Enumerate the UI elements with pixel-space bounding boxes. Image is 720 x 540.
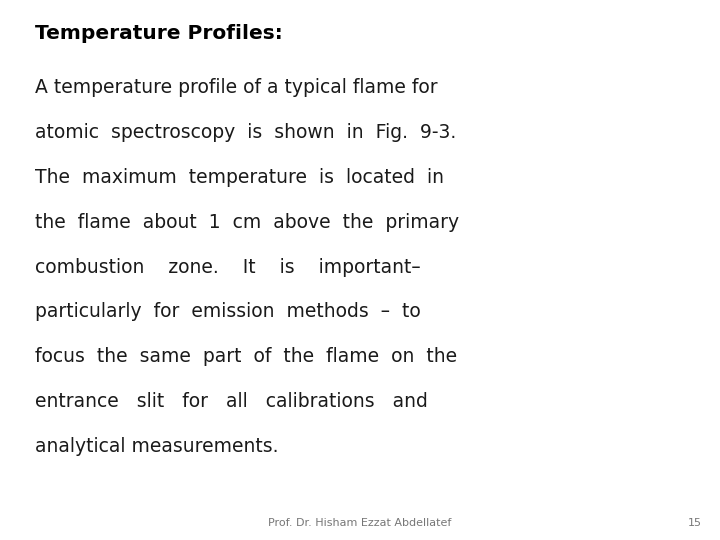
Text: analytical measurements.: analytical measurements. xyxy=(35,437,278,456)
Text: particularly  for  emission  methods  –  to: particularly for emission methods – to xyxy=(35,302,420,321)
Text: The  maximum  temperature  is  located  in: The maximum temperature is located in xyxy=(35,168,444,187)
Text: 15: 15 xyxy=(688,518,702,528)
Text: atomic  spectroscopy  is  shown  in  Fig.  9-3.: atomic spectroscopy is shown in Fig. 9-3… xyxy=(35,123,456,142)
Text: combustion    zone.    It    is    important–: combustion zone. It is important– xyxy=(35,258,420,276)
Text: A temperature profile of a typical flame for: A temperature profile of a typical flame… xyxy=(35,78,437,97)
Text: focus  the  same  part  of  the  flame  on  the: focus the same part of the flame on the xyxy=(35,347,456,366)
Text: Temperature Profiles:: Temperature Profiles: xyxy=(35,24,282,43)
Text: the  flame  about  1  cm  above  the  primary: the flame about 1 cm above the primary xyxy=(35,213,459,232)
Text: Prof. Dr. Hisham Ezzat Abdellatef: Prof. Dr. Hisham Ezzat Abdellatef xyxy=(269,518,451,528)
Text: entrance   slit   for   all   calibrations   and: entrance slit for all calibrations and xyxy=(35,392,428,411)
